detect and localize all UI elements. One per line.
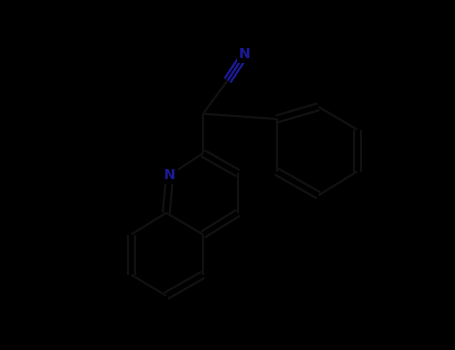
Text: N: N bbox=[164, 168, 176, 182]
Text: N: N bbox=[239, 47, 251, 61]
